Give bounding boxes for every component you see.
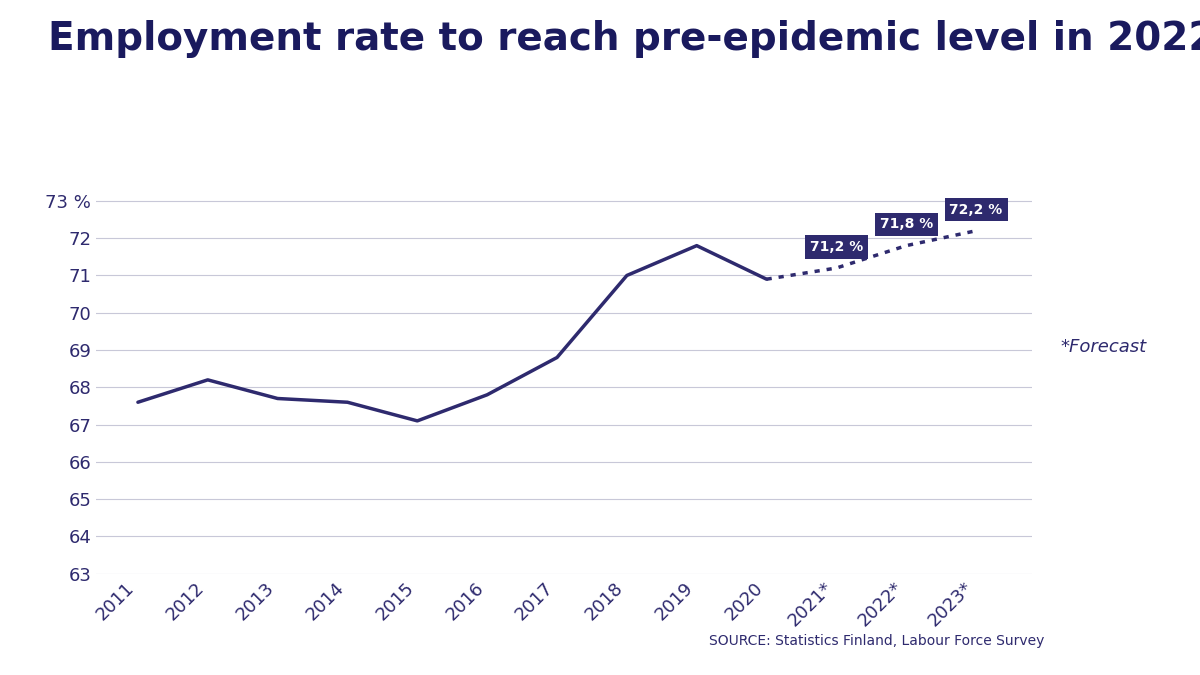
Text: 71,2 %: 71,2 % xyxy=(810,240,863,254)
Text: *Forecast: *Forecast xyxy=(1060,338,1146,356)
Text: 72,2 %: 72,2 % xyxy=(949,202,1003,217)
Text: 71,8 %: 71,8 % xyxy=(880,217,932,232)
Text: Employment rate to reach pre-epidemic level in 2022: Employment rate to reach pre-epidemic le… xyxy=(48,20,1200,58)
Text: SOURCE: Statistics Finland, Labour Force Survey: SOURCE: Statistics Finland, Labour Force… xyxy=(709,634,1044,648)
